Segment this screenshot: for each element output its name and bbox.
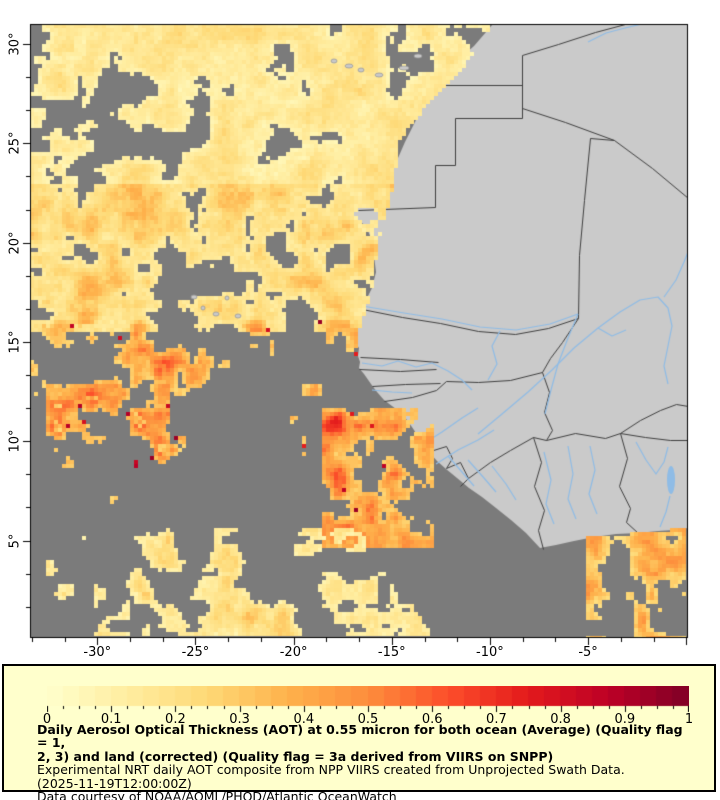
caption: Daily Aerosol Optical Thickness (AOT) at… — [37, 723, 687, 800]
colorbar-tick-label: 0.4 — [293, 712, 315, 727]
map-canvas — [0, 0, 720, 662]
x-axis-tick-label: -25° — [181, 645, 210, 660]
x-axis-tick-label: -5° — [578, 645, 598, 660]
colorbar-tick-label: 0.7 — [486, 712, 507, 727]
y-axis-tick-label: 20° — [7, 231, 23, 255]
caption-credit: Data courtesy of NOAA/AOML/PHOD/Atlantic… — [37, 789, 397, 800]
x-axis-tick-label: -30° — [83, 645, 112, 660]
x-axis-tick-label: -10° — [476, 645, 504, 660]
y-axis-tick-label: 5° — [7, 533, 23, 548]
caption-title-line2: 2, 3) and land (corrected) (Quality flag… — [37, 748, 554, 764]
colorbar-tick-label: 0.5 — [357, 712, 379, 727]
caption-timestamp: (2025-11-19T12:00:00Z) — [37, 775, 192, 791]
colorbar — [47, 686, 689, 713]
x-axis-tick-label: -15° — [377, 645, 406, 660]
colorbar-tick-label: 0.6 — [421, 712, 443, 727]
caption-description: Experimental NRT daily AOT composite fro… — [37, 762, 625, 778]
legend-box: 0 0.1 0.2 0.3 0.4 0.5 0.6 0.7 0.8 0.9 1 Daily Aero… — [2, 664, 716, 800]
colorbar-tick-label: 0.9 — [614, 712, 636, 727]
colorbar-tick-label: 0.3 — [229, 712, 250, 727]
y-axis-tick-label: 25° — [7, 131, 23, 155]
y-axis-tick-label: 30° — [7, 32, 23, 56]
colorbar-tick-label: 1 — [684, 712, 694, 727]
colorbar-tick-label: 0 — [42, 712, 52, 727]
y-axis-tick-label: 15° — [7, 330, 23, 354]
x-axis-tick-label: -20° — [279, 645, 308, 660]
caption-title-line1: Daily Aerosol Optical Thickness (AOT) at… — [37, 722, 683, 751]
colorbar-tick-label: 0.1 — [100, 712, 122, 727]
colorbar-tick-label: 0.8 — [550, 712, 571, 727]
y-axis-tick-label: 10° — [7, 429, 23, 453]
colorbar-tick-label: 0.2 — [165, 712, 186, 727]
